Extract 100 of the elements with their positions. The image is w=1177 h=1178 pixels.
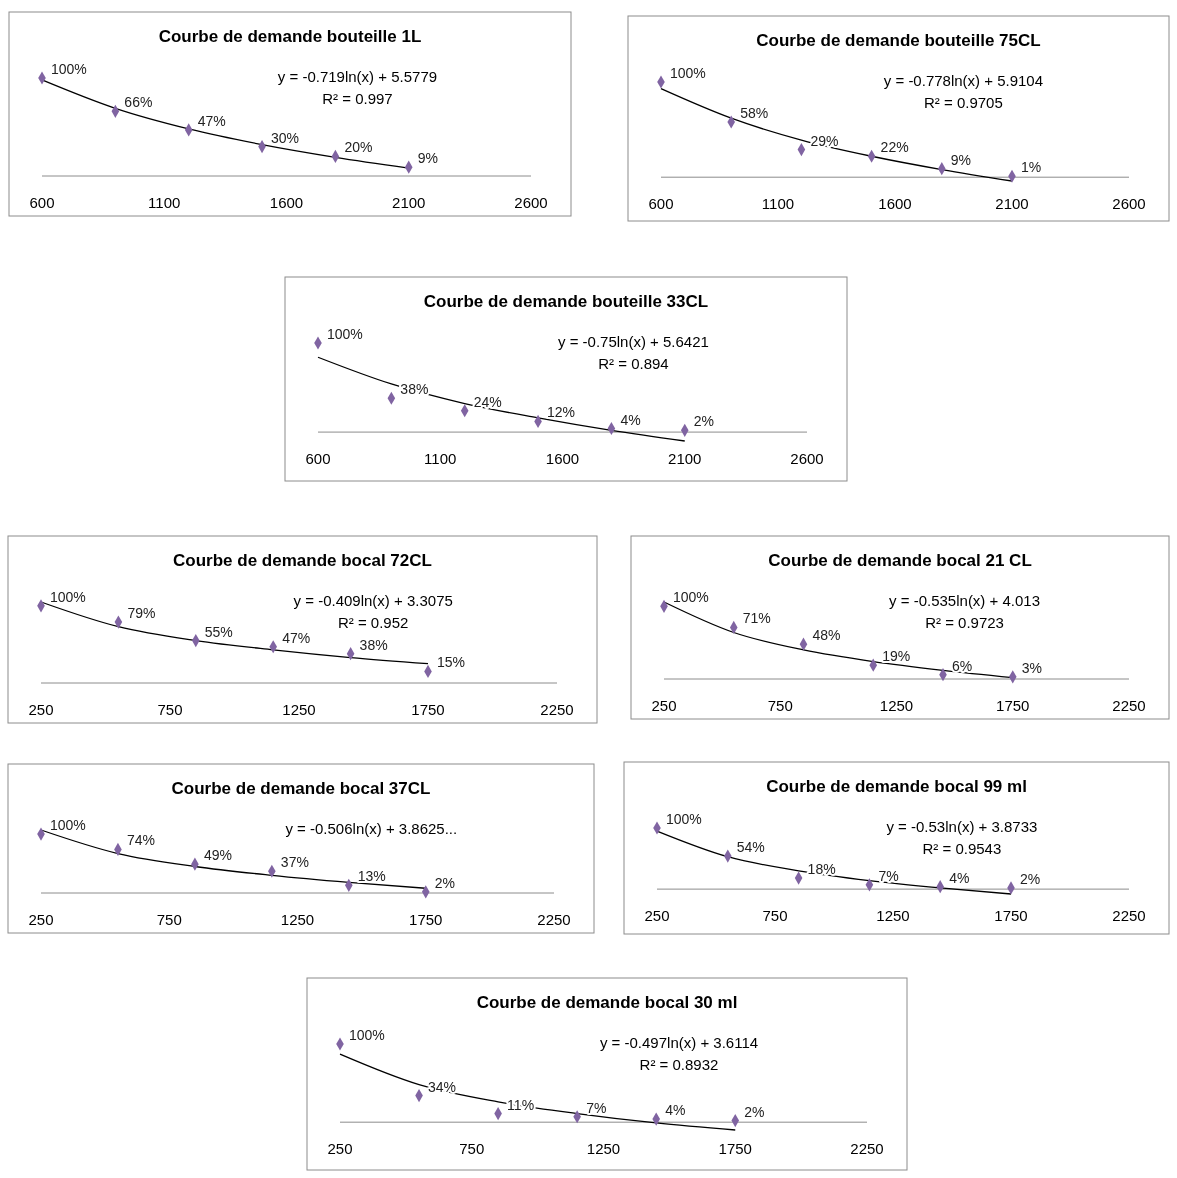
x-tick-label: 250 [327,1140,353,1158]
data-label: 100% [50,588,86,605]
data-label: 47% [197,112,226,129]
data-label: 2% [744,1103,765,1120]
chart-title: Courbe de demande bouteille 33CL [423,292,709,311]
data-label: 13% [357,868,386,885]
data-label: 100% [50,817,86,834]
data-label: 100% [327,326,363,342]
data-label: 1% [1021,159,1042,176]
data-label: 100% [673,589,709,606]
x-tick-label: 250 [644,907,670,925]
annotation: R² = 0.9543 [922,840,1002,857]
x-tick-label: 600 [29,194,55,211]
x-tick-label: 1250 [280,911,315,928]
data-label: 2% [693,413,714,430]
data-label: 6% [952,657,973,674]
x-tick-label: 750 [459,1140,485,1158]
data-label: 18% [807,861,836,878]
x-tick-label: 1100 [424,450,457,468]
x-tick-label: 1100 [148,194,181,211]
annotation: R² = 0.894 [598,355,669,372]
x-tick-label: 2100 [668,450,702,468]
annotation: R² = 0.8932 [639,1056,719,1073]
annotation: y = -0.497ln(x) + 3.6114 [599,1034,759,1051]
x-tick-label: 1250 [879,697,914,714]
x-tick-label: 2100 [392,194,426,211]
x-tick-label: 250 [28,911,54,928]
annotation: R² = 0.9705 [924,94,1003,111]
chart-title: Courbe de demande bocal 37CL [171,779,431,798]
data-label: 30% [271,129,300,146]
data-label: 24% [473,393,502,410]
chart-title: Courbe de demande bocal 99 ml [766,777,1027,796]
x-tick-label: 1100 [761,195,795,213]
data-label: 3% [1021,659,1042,676]
x-tick-label: 750 [157,701,183,718]
x-tick-label: 1750 [996,697,1030,714]
data-label: 4% [620,411,641,428]
x-tick-label: 1750 [994,907,1028,925]
x-tick-label: 1750 [718,1140,752,1158]
data-label: 12% [547,404,576,421]
x-tick-label: 750 [156,911,182,928]
x-tick-label: 2250 [850,1140,884,1158]
data-label: 19% [882,648,911,665]
chart-title: Courbe de demande bouteille 75CL [756,31,1041,50]
x-tick-label: 1750 [411,701,445,718]
annotation: y = -0.53ln(x) + 3.8733 [886,818,1038,835]
x-tick-label: 1250 [876,907,910,925]
data-label: 100% [51,61,87,77]
x-tick-label: 1600 [545,450,580,468]
data-label: 79% [127,605,156,622]
chart-title: Courbe de demande bouteille 1L [158,27,422,46]
data-label: 15% [437,654,466,671]
data-label: 38% [359,636,388,653]
x-tick-label: 2100 [995,195,1029,213]
annotation: y = -0.506ln(x) + 3.8625... [285,820,458,837]
x-tick-label: 2600 [1112,195,1146,213]
data-label: 58% [740,104,769,121]
data-label: 100% [349,1027,385,1043]
x-tick-label: 250 [28,701,54,718]
annotation: R² = 0.9723 [925,614,1004,631]
data-label: 66% [124,94,153,111]
data-label: 4% [665,1102,686,1119]
data-label: 54% [736,839,765,856]
chart-title: Courbe de demande bocal 72CL [173,551,432,570]
x-tick-label: 1250 [586,1140,621,1158]
x-tick-label: 2250 [1112,907,1146,925]
data-label: 49% [203,847,232,864]
data-label: 7% [878,867,899,884]
data-label: 48% [812,627,841,644]
x-tick-label: 250 [651,697,677,714]
data-label: 71% [742,610,771,627]
x-tick-label: 750 [762,907,788,925]
x-tick-label: 1600 [878,195,912,213]
annotation: R² = 0.997 [322,90,393,107]
data-label: 100% [666,811,702,827]
data-label: 37% [280,854,309,871]
data-label: 7% [586,1099,607,1116]
annotation: y = -0.719ln(x) + 5.5779 [277,68,438,85]
x-tick-label: 2250 [537,911,571,928]
data-label: 4% [949,869,970,886]
data-label: 22% [880,139,909,156]
annotation: y = -0.409ln(x) + 3.3075 [293,592,453,609]
x-tick-label: 2600 [790,450,824,468]
data-label: 2% [434,874,455,891]
x-tick-label: 600 [305,450,331,468]
x-tick-label: 1600 [269,194,304,211]
chart-title: Courbe de demande bocal 21 CL [768,551,1032,570]
annotation: R² = 0.952 [337,614,409,631]
data-label: 47% [282,629,311,646]
annotation: y = -0.778ln(x) + 5.9104 [883,72,1044,89]
data-label: 74% [126,832,155,849]
data-label: 9% [417,150,438,167]
data-label: 9% [950,151,972,168]
x-tick-label: 1750 [409,911,443,928]
data-label: 2% [1020,870,1041,887]
x-tick-label: 750 [767,697,793,714]
annotation: y = -0.535ln(x) + 4.013 [889,592,1041,609]
x-tick-label: 2250 [540,701,574,718]
data-label: 100% [670,65,706,81]
annotation: y = -0.75ln(x) + 5.6421 [557,333,709,350]
